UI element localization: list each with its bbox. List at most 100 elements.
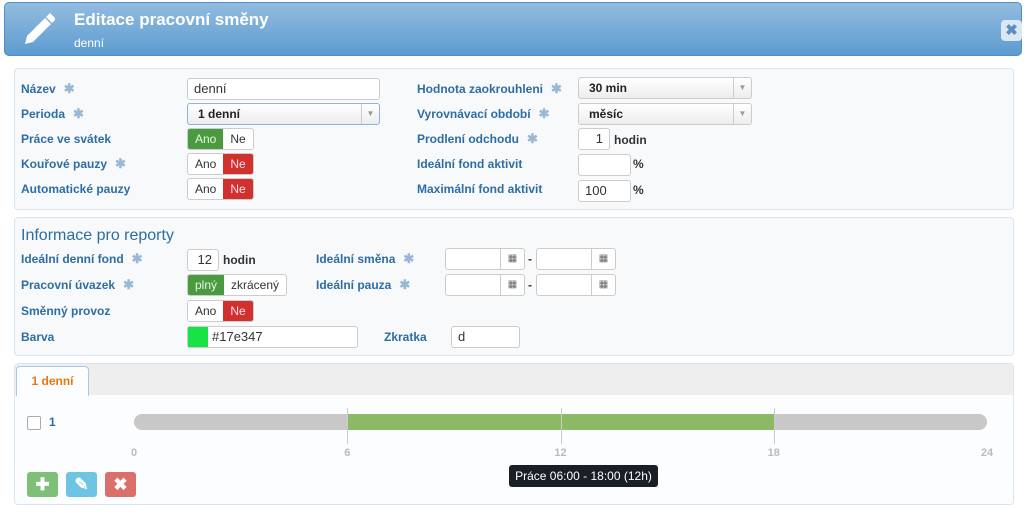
ideal-activity-input[interactable]	[578, 154, 631, 176]
yes-option[interactable]: Ano	[195, 304, 217, 318]
ideal-shift-to[interactable]: ▦	[536, 248, 616, 270]
close-icon[interactable]: ✖	[1001, 20, 1022, 41]
smoke-breaks-label-text: Kouřové pauzy	[21, 157, 108, 171]
dialog-subtitle: denní	[74, 36, 105, 50]
tick-label: 18	[767, 447, 780, 459]
abbr-label: Zkratka	[384, 330, 427, 344]
tick-label: 24	[980, 447, 994, 459]
range-separator: -	[528, 278, 532, 292]
ideal-break-from[interactable]: ▦	[445, 274, 525, 296]
period-select[interactable]: 1 denní ▼	[187, 103, 380, 125]
segment-tooltip: Práce 06:00 - 18:00 (12h)	[509, 465, 658, 487]
period-value: 1 denní	[198, 107, 241, 121]
chevron-down-icon: ▼	[733, 104, 751, 124]
ideal-shift-label: Ideální směna ✱	[316, 251, 414, 267]
no-option[interactable]: Ne	[223, 301, 253, 321]
part-option[interactable]: zkrácený	[231, 278, 280, 292]
leave-delay-label-text: Prodlení odchodu	[417, 132, 519, 146]
row-checkbox[interactable]	[27, 416, 41, 430]
smoke-breaks-toggle[interactable]: Ano Ne	[187, 153, 254, 175]
max-activity-unit: %	[633, 183, 644, 197]
rounding-label-text: Hodnota zaokrouhleni	[417, 82, 543, 96]
required-icon: ✱	[131, 251, 143, 266]
add-icon[interactable]: ✚	[27, 472, 58, 497]
daily-fund-label: Ideální denní fond ✱	[21, 251, 143, 267]
period-label: Perioda ✱	[21, 106, 84, 122]
range-separator: -	[528, 252, 532, 266]
tick-line	[773, 408, 775, 444]
color-label: Barva	[21, 330, 55, 344]
color-swatch[interactable]	[188, 327, 208, 347]
name-input[interactable]: denní	[187, 78, 380, 100]
calendar-icon[interactable]: ▦	[591, 249, 615, 269]
color-input[interactable]: #17e347	[187, 326, 358, 348]
pencil-icon	[25, 13, 55, 44]
auto-breaks-label: Automatické pauzy	[21, 182, 131, 196]
no-option[interactable]: Ne	[230, 132, 246, 146]
tab-bar	[15, 364, 1013, 395]
ideal-activity-unit: %	[633, 157, 644, 171]
ideal-break-label-text: Ideální pauza	[316, 278, 392, 292]
daily-fund-input[interactable]: 12	[187, 249, 219, 271]
smoke-breaks-label: Kouřové pauzy ✱	[21, 156, 126, 172]
leave-delay-label: Prodlení odchodu ✱	[417, 131, 538, 147]
required-icon: ✱	[527, 131, 538, 146]
daily-fund-unit: hodin	[223, 253, 256, 267]
ideal-shift-from[interactable]: ▦	[445, 248, 525, 270]
max-activity-input[interactable]: 100	[578, 180, 631, 202]
contract-label-text: Pracovní úvazek	[21, 278, 116, 292]
balancing-value: měsíc	[589, 107, 624, 121]
no-option[interactable]: Ne	[223, 179, 253, 199]
ideal-break-to[interactable]: ▦	[536, 274, 616, 296]
name-label: Název ✱	[21, 81, 75, 97]
tick-label: 12	[554, 447, 567, 459]
calendar-icon[interactable]: ▦	[591, 275, 615, 295]
yes-option[interactable]: Ano	[195, 157, 217, 171]
rounding-label: Hodnota zaokrouhleni ✱	[417, 81, 562, 97]
tick-line	[347, 408, 349, 444]
delete-icon[interactable]: ✖	[105, 472, 136, 497]
full-option[interactable]: plný	[188, 275, 225, 295]
rounding-value: 30 min	[589, 81, 628, 95]
daily-fund-label-text: Ideální denní fond	[21, 252, 124, 266]
general-panel	[14, 68, 1014, 210]
auto-breaks-toggle[interactable]: Ano Ne	[187, 178, 254, 200]
period-label-text: Perioda	[21, 107, 66, 121]
balancing-label-text: Vyrovnávací období	[417, 107, 531, 121]
required-icon: ✱	[123, 277, 134, 292]
contract-label: Pracovní úvazek ✱	[21, 277, 134, 293]
tab-period[interactable]: 1 denní	[16, 366, 89, 396]
no-option[interactable]: Ne	[223, 154, 253, 174]
dialog-title: Editace pracovní směny	[74, 10, 269, 29]
required-icon: ✱	[399, 277, 411, 292]
required-icon: ✱	[63, 81, 75, 96]
contract-toggle[interactable]: plný zkrácený	[187, 274, 288, 296]
shift-op-toggle[interactable]: Ano Ne	[187, 300, 254, 322]
holiday-work-toggle[interactable]: Ano Ne	[187, 128, 254, 150]
holiday-work-label: Práce ve svátek	[21, 132, 112, 146]
calendar-icon[interactable]: ▦	[500, 275, 524, 295]
ideal-activity-label: Ideální fond aktivit	[417, 157, 523, 171]
tick-label: 0	[130, 447, 138, 459]
name-label-text: Název	[21, 82, 56, 96]
required-icon: ✱	[115, 156, 126, 171]
rounding-select[interactable]: 30 min ▼	[578, 77, 752, 99]
tick-label: 6	[344, 447, 351, 459]
ideal-break-label: Ideální pauza ✱	[316, 277, 410, 293]
color-value: #17e347	[212, 329, 263, 344]
leave-delay-input[interactable]: 1	[578, 128, 610, 150]
edit-pencil-icon[interactable]: ✎	[66, 472, 97, 497]
chevron-down-icon: ▼	[361, 104, 379, 124]
reports-title: Informace pro reporty	[21, 227, 174, 244]
balancing-select[interactable]: měsíc ▼	[578, 103, 752, 125]
required-icon: ✱	[551, 81, 562, 96]
chevron-down-icon: ▼	[733, 78, 751, 98]
calendar-icon[interactable]: ▦	[500, 249, 524, 269]
leave-delay-unit: hodin	[614, 133, 647, 147]
abbr-input[interactable]: d	[451, 326, 520, 348]
required-icon: ✱	[73, 106, 84, 121]
shift-op-label: Směnný provoz	[21, 304, 111, 318]
yes-option[interactable]: Ano	[188, 129, 224, 149]
yes-option[interactable]: Ano	[195, 182, 217, 196]
balancing-label: Vyrovnávací období ✱	[417, 106, 550, 122]
